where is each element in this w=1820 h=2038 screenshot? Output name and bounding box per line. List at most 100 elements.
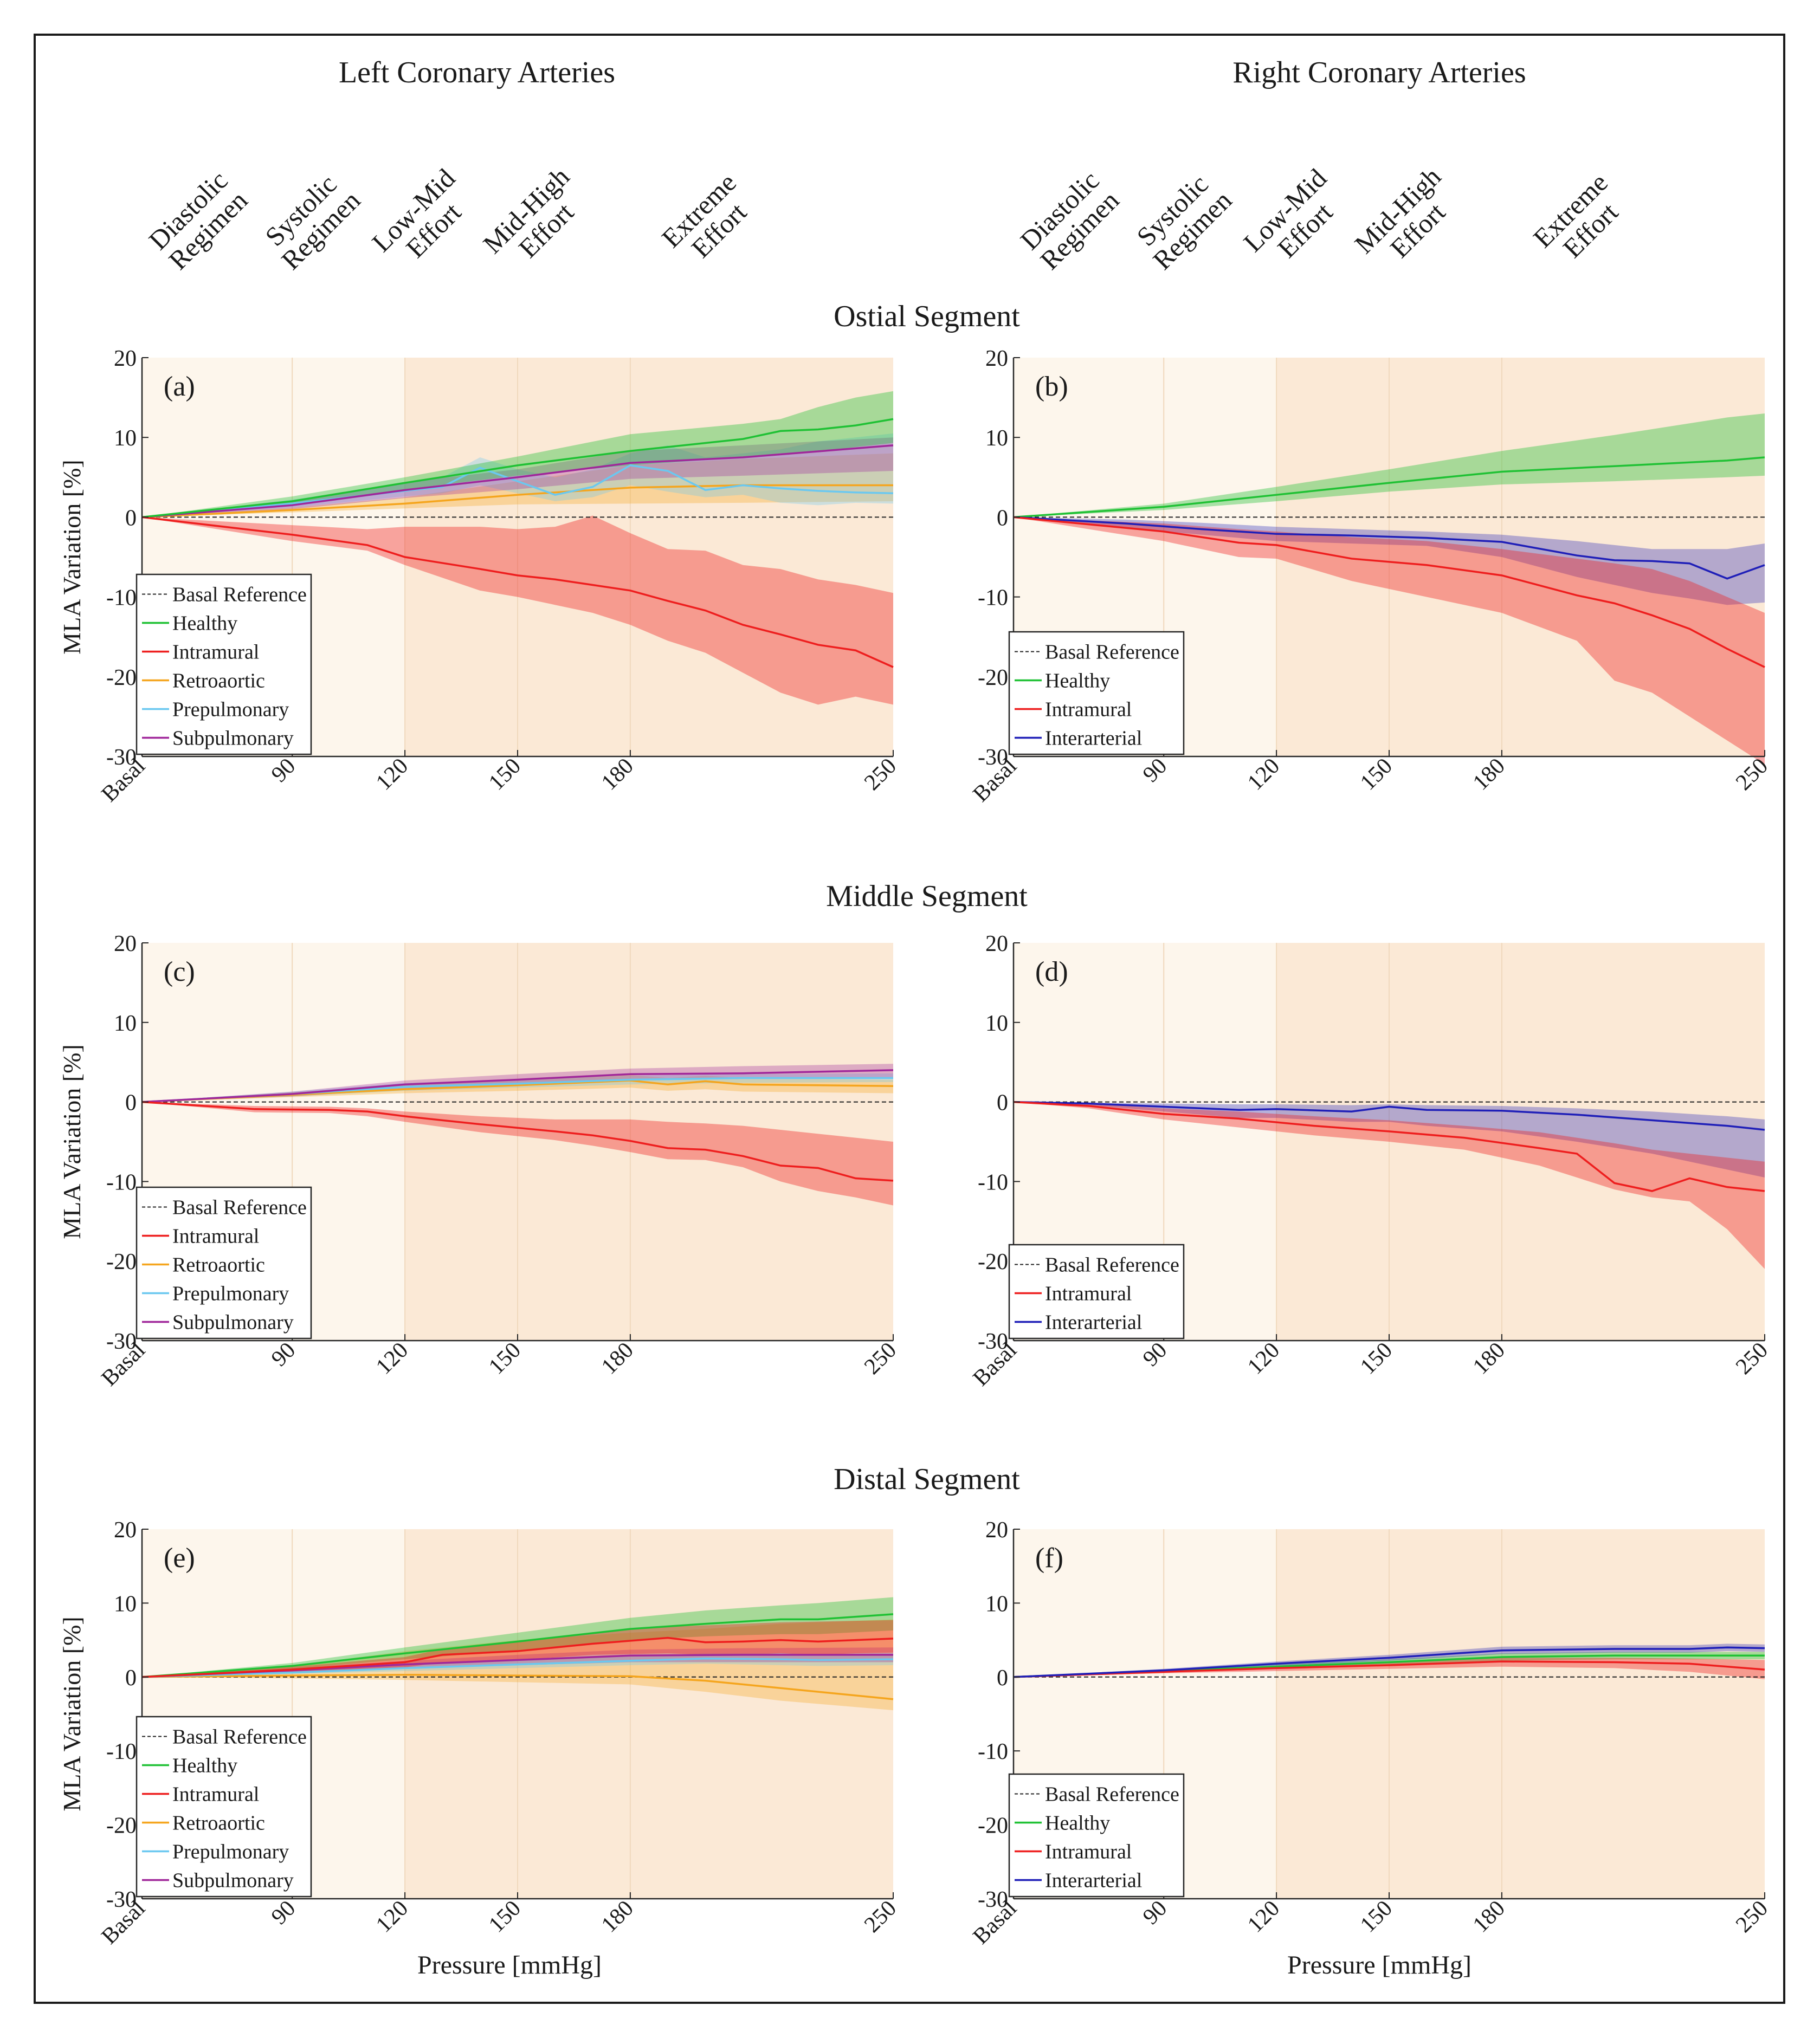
y-tick-label: 20 bbox=[114, 931, 137, 956]
regimen-zone bbox=[1389, 1529, 1502, 1899]
series-line-intramural bbox=[141, 1101, 894, 1182]
x-tick-label: 150 bbox=[1356, 1896, 1397, 1938]
series-line-interarterial bbox=[1013, 516, 1765, 580]
series-line-subpulmonary bbox=[141, 1069, 894, 1103]
x-tick-label: 150 bbox=[484, 1896, 526, 1938]
segment-title-ostial: Ostial Segment bbox=[834, 300, 1020, 333]
legend-label: Healthy bbox=[172, 1755, 237, 1777]
y-tick-label: 10 bbox=[114, 1591, 137, 1616]
segment-title-middle: Middle Segment bbox=[826, 879, 1028, 913]
y-tick-label: -20 bbox=[106, 1814, 137, 1839]
x-tick-label: 150 bbox=[1356, 1338, 1397, 1380]
series-line-healthy bbox=[141, 1613, 894, 1678]
regimen-zone bbox=[1501, 943, 1765, 1341]
legend-label: Basal Reference bbox=[172, 584, 307, 606]
panel-label: (c) bbox=[164, 956, 195, 987]
y-tick-label: -10 bbox=[978, 586, 1008, 611]
y-tick-label: -20 bbox=[978, 1814, 1008, 1839]
x-tick-label: 120 bbox=[1243, 1338, 1285, 1380]
x-tick-label: 250 bbox=[860, 754, 901, 795]
y-tick-label: 20 bbox=[114, 346, 137, 371]
x-tick-label: 180 bbox=[597, 1338, 638, 1380]
legend-label: Intramural bbox=[1045, 698, 1132, 721]
series-line-healthy bbox=[141, 418, 894, 519]
legend-box bbox=[1008, 1773, 1185, 1898]
band-intramural bbox=[142, 515, 893, 705]
y-tick-label: 0 bbox=[997, 1091, 1008, 1116]
legend-box bbox=[1008, 631, 1185, 755]
series-line-intramural bbox=[141, 516, 894, 668]
x-tick-label: 250 bbox=[860, 1896, 901, 1938]
legend-label: Basal Reference bbox=[172, 1196, 307, 1219]
regimen-zone bbox=[1501, 358, 1765, 756]
y-tick-label: 10 bbox=[985, 1591, 1008, 1616]
regimen-zone bbox=[630, 943, 893, 1341]
x-tick-label: 120 bbox=[371, 754, 413, 795]
legend-label: Healthy bbox=[172, 612, 237, 635]
regimen-zone bbox=[405, 358, 518, 756]
legend-label: Interarterial bbox=[1045, 1869, 1142, 1892]
legend-label: Retroaortic bbox=[172, 670, 265, 693]
chart-legend: Basal Reference Healthy Intramural Interart… bbox=[1008, 631, 1185, 755]
x-tick-label: 150 bbox=[1356, 754, 1397, 795]
x-tick-label: 180 bbox=[1468, 1338, 1510, 1380]
y-tick-label: 0 bbox=[997, 1666, 1008, 1691]
x-tick-label: 120 bbox=[371, 1338, 413, 1380]
x-tick-label: 150 bbox=[484, 754, 526, 795]
legend-label: Basal Reference bbox=[1045, 1783, 1179, 1806]
series-line-subpulmonary bbox=[141, 444, 894, 519]
x-tick-label: 90 bbox=[267, 754, 300, 787]
y-tick-label: 0 bbox=[125, 1091, 137, 1116]
y-tick-label: -10 bbox=[978, 1170, 1008, 1195]
x-tick-label: 250 bbox=[1731, 1896, 1773, 1938]
x-tick-label: 180 bbox=[597, 754, 638, 795]
y-tick-label: 20 bbox=[985, 1518, 1008, 1543]
y-tick-label: 20 bbox=[985, 931, 1008, 956]
legend-box bbox=[135, 1186, 312, 1340]
y-tick-label: -10 bbox=[106, 1739, 137, 1764]
y-tick-label: 10 bbox=[985, 1011, 1008, 1036]
panel-label: (d) bbox=[1035, 956, 1068, 987]
y-axis-label: MLA Variation [%] bbox=[58, 1044, 86, 1239]
legend-label: Intramural bbox=[1045, 1841, 1132, 1864]
legend-box bbox=[135, 1716, 312, 1898]
panel-label: (a) bbox=[164, 371, 195, 402]
y-tick-label: 10 bbox=[985, 426, 1008, 451]
y-tick-label: 0 bbox=[997, 506, 1008, 530]
x-tick-label: 90 bbox=[267, 1338, 300, 1371]
x-tick-label: 120 bbox=[1243, 754, 1285, 795]
band-intramural bbox=[1014, 1102, 1765, 1269]
series-line-intramural bbox=[141, 1636, 894, 1678]
regimen-zone bbox=[1276, 1529, 1389, 1899]
y-tick-label: -20 bbox=[978, 1250, 1008, 1274]
chart-legend: Basal Reference Intramural Retroaortic Prep… bbox=[135, 1186, 312, 1340]
legend-label: Basal Reference bbox=[1045, 641, 1179, 664]
band-interarterial bbox=[1014, 1102, 1765, 1178]
chart-legend: Basal Reference Healthy Intramural Interart… bbox=[1008, 1773, 1185, 1898]
regimen-zone bbox=[518, 358, 630, 756]
y-tick-label: -10 bbox=[978, 1739, 1008, 1764]
y-tick-label: -30 bbox=[978, 745, 1008, 770]
y-tick-label: -30 bbox=[978, 1329, 1008, 1354]
legend-label: Intramural bbox=[172, 1783, 259, 1806]
regimen-zone bbox=[1501, 1529, 1765, 1899]
regimen-zone bbox=[1276, 358, 1389, 756]
series-line-interarterial bbox=[1013, 1646, 1765, 1678]
segment-title-distal: Distal Segment bbox=[834, 1463, 1020, 1496]
x-tick-label: 250 bbox=[1731, 754, 1773, 795]
regimen-zone bbox=[518, 943, 630, 1341]
legend-label: Retroaortic bbox=[172, 1254, 265, 1277]
y-tick-label: 0 bbox=[125, 506, 137, 530]
x-tick-label: 120 bbox=[1243, 1896, 1285, 1938]
series-line-retroaortic bbox=[141, 1673, 894, 1700]
y-tick-label: -30 bbox=[978, 1887, 1008, 1912]
